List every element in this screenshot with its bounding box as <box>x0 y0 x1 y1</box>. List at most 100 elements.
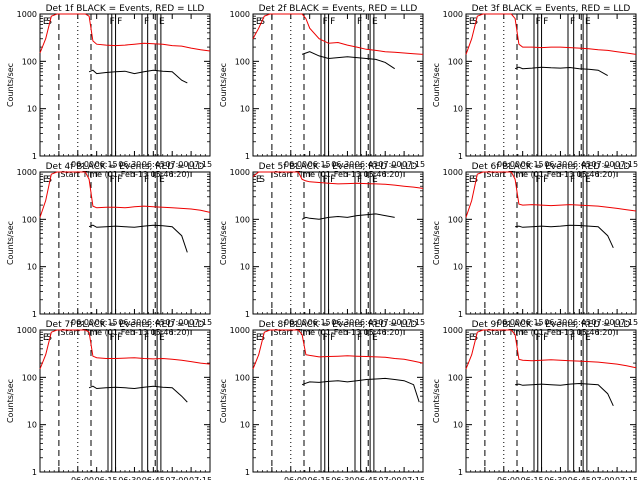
event-annotation: F <box>323 17 328 27</box>
y-tick-label: 10 <box>453 421 463 430</box>
y-tick-label: 10 <box>240 105 250 114</box>
y-axis-label: Counts/sec <box>6 379 15 423</box>
series-line-lld <box>465 329 637 370</box>
plot-frame <box>465 329 637 473</box>
event-annotation: F <box>543 333 548 343</box>
x-tick-label: 06:15 <box>95 476 118 480</box>
series-line-events <box>301 377 420 403</box>
x-tick-label: 06:30 <box>331 160 354 169</box>
event-annotation: F <box>117 175 122 185</box>
y-axis-label: Counts/sec <box>6 63 15 107</box>
x-tick-label: 07:00 <box>378 318 401 327</box>
detector-panel-3: Det 3f BLACK = Events, RED = LLD 1 10 100 10… <box>432 4 638 179</box>
x-tick-label: 07:15 <box>615 318 638 327</box>
event-annotation: F <box>110 17 115 27</box>
x-tick-label: 06:15 <box>95 318 118 327</box>
event-annotation: E <box>372 175 378 185</box>
detector-panel-1: Det 1f BLACK = Events, RED = LLD 1 10 100 10… <box>6 4 212 179</box>
plot-frame <box>465 13 637 157</box>
plot-frame <box>465 171 637 315</box>
x-tick-label: 06:45 <box>142 476 165 480</box>
event-annotation: F <box>110 333 115 343</box>
event-annotation: S <box>46 333 52 343</box>
event-annotation: F <box>117 333 122 343</box>
y-axis-label: Counts/sec <box>432 63 441 107</box>
event-annotation: E <box>256 333 262 343</box>
panel-title: Det 2f BLACK = Events, RED = LLD <box>259 4 418 14</box>
panel-title: Det 1f BLACK = Events, RED = LLD <box>46 4 205 14</box>
plot-frame <box>39 13 211 157</box>
y-tick-label: 1 <box>245 310 250 319</box>
event-annotation: F <box>323 175 328 185</box>
detector-panel-4: Det 4f BLACK = Events, RED = LLD 1 10 100 10… <box>6 162 212 337</box>
event-annotation: E <box>159 333 165 343</box>
x-tick-label: 06:00 <box>497 476 520 480</box>
event-annotation: F <box>357 175 362 185</box>
x-tick-label: 06:00 <box>284 160 307 169</box>
series-line-lld <box>252 171 424 189</box>
y-tick-label: 1 <box>32 310 37 319</box>
event-annotation: F <box>536 175 541 185</box>
y-tick-label: 100 <box>448 373 463 382</box>
x-axis-label: Start Time (01-Feb-13 05:46:20) <box>60 328 189 337</box>
x-tick-label: 06:15 <box>95 160 118 169</box>
series-line-events <box>88 385 188 403</box>
event-annotation: S <box>46 175 52 185</box>
x-tick-label: 07:00 <box>165 476 188 480</box>
series-line-events <box>88 224 188 253</box>
event-annotation: E <box>469 175 475 185</box>
event-annotation: F <box>570 17 575 27</box>
x-axis-label: Start Time (01-Feb-13 05:46:20) <box>60 170 189 179</box>
plot-frame <box>252 171 424 315</box>
x-tick-label: 06:45 <box>355 476 378 480</box>
y-tick-label: 10 <box>453 105 463 114</box>
y-tick-label: 10 <box>27 105 37 114</box>
plot-frame <box>39 329 211 473</box>
series-line-events <box>301 51 395 70</box>
event-annotation: F <box>323 333 328 343</box>
series-line-lld <box>39 171 211 218</box>
series-line-lld <box>465 171 637 218</box>
x-tick-label: 07:00 <box>591 318 614 327</box>
event-annotation: E <box>585 175 591 185</box>
y-tick-label: 1 <box>458 310 463 319</box>
event-annotation: F <box>144 17 149 27</box>
y-tick-label: 1000 <box>230 168 250 177</box>
detector-panel-5: Det 5f BLACK = Events, RED = LLD 1 10 100 10… <box>219 162 425 337</box>
x-tick-label: 07:15 <box>402 476 425 480</box>
y-tick-label: 100 <box>22 57 37 66</box>
x-axis-label: Start Time (01-Feb-13 05:46:20) <box>486 328 615 337</box>
y-axis-label: Counts/sec <box>219 221 228 265</box>
x-tick-label: 07:15 <box>189 318 212 327</box>
y-tick-label: 1 <box>458 152 463 161</box>
x-tick-label: 06:45 <box>568 318 591 327</box>
y-tick-label: 100 <box>448 215 463 224</box>
event-annotation: E <box>469 333 475 343</box>
x-tick-label: 06:15 <box>521 318 544 327</box>
panel-title: Det 6f BLACK = Events, RED = LLD <box>472 162 631 172</box>
x-tick-label: 06:00 <box>284 318 307 327</box>
y-tick-label: 10 <box>27 263 37 272</box>
event-annotation: E <box>43 175 49 185</box>
event-annotation: E <box>585 333 591 343</box>
x-tick-label: 06:30 <box>118 160 141 169</box>
plot-frame <box>252 329 424 473</box>
y-tick-label: 1000 <box>17 326 37 335</box>
event-annotation: F <box>330 17 335 27</box>
x-tick-label: 06:30 <box>118 476 141 480</box>
x-tick-label: 06:45 <box>142 318 165 327</box>
x-tick-label: 06:15 <box>521 476 544 480</box>
series-line-lld <box>39 13 211 54</box>
y-axis-label: Counts/sec <box>219 379 228 423</box>
y-tick-label: 1 <box>245 152 250 161</box>
x-tick-label: 07:15 <box>402 160 425 169</box>
y-tick-label: 1000 <box>443 10 463 19</box>
event-annotation: E <box>159 175 165 185</box>
event-annotation: F <box>110 175 115 185</box>
event-annotation: S <box>472 333 478 343</box>
event-annotation: S <box>472 17 478 27</box>
x-tick-label: 06:30 <box>118 318 141 327</box>
y-tick-label: 10 <box>27 421 37 430</box>
event-annotation: F <box>570 333 575 343</box>
